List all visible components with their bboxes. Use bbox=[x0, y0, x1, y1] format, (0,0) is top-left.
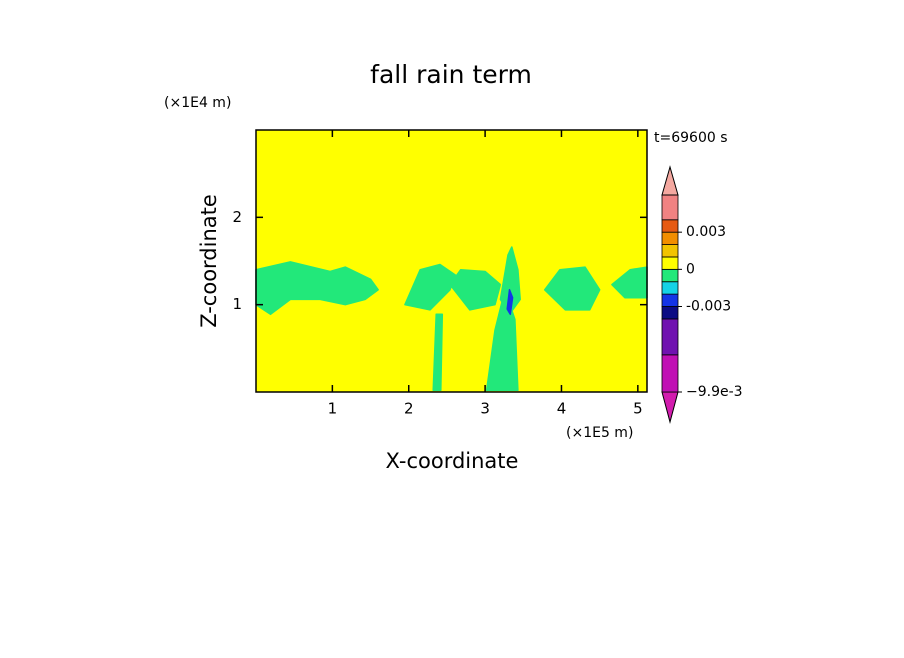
time-label: t=69600 s bbox=[654, 130, 728, 146]
colorbar-box bbox=[661, 219, 679, 233]
contour-region bbox=[506, 289, 514, 316]
field-background bbox=[256, 130, 647, 392]
contour-region bbox=[255, 261, 379, 316]
x-scale-label: (×1E5 m) bbox=[566, 425, 633, 441]
plot-frame bbox=[255, 129, 648, 393]
colorbar-tick-label: -0.003 bbox=[686, 299, 731, 315]
x-axis-label: X-coordinate bbox=[386, 449, 519, 473]
x-tick-label: 4 bbox=[557, 400, 567, 418]
colorbar-box bbox=[661, 293, 679, 307]
x-tick-label: 1 bbox=[328, 400, 338, 418]
colorbar-box bbox=[661, 318, 679, 356]
colorbar-box bbox=[661, 194, 679, 221]
colorbar-box bbox=[661, 281, 679, 295]
colorbar-box bbox=[661, 268, 679, 283]
x-tick-label: 2 bbox=[404, 400, 414, 418]
chart-title: fall rain term bbox=[370, 60, 532, 89]
colorbar-tick-label: 0 bbox=[686, 261, 695, 277]
contour-region bbox=[404, 263, 457, 311]
x-tick-label: 3 bbox=[480, 400, 490, 418]
colorbar-box bbox=[661, 306, 679, 320]
colorbar-box bbox=[661, 256, 679, 270]
x-tick-label: 5 bbox=[633, 400, 643, 418]
colorbar-upper-triangle bbox=[661, 165, 679, 196]
colorbar-box bbox=[661, 231, 679, 245]
contour-region bbox=[432, 313, 444, 392]
y-scale-label: (×1E4 m) bbox=[164, 95, 231, 111]
colorbar-box bbox=[661, 354, 679, 393]
contour-region bbox=[543, 266, 601, 311]
colorbar-box bbox=[661, 244, 679, 258]
y-tick-label: 1 bbox=[232, 295, 242, 313]
colorbar-lower-triangle bbox=[661, 391, 679, 424]
contour-region bbox=[449, 268, 502, 311]
colorbar-tick-label: 0.003 bbox=[686, 224, 726, 240]
y-axis-label: Z-coordinate bbox=[197, 194, 221, 328]
y-tick-label: 2 bbox=[232, 208, 242, 226]
colorbar-tick-label: −9.9e-3 bbox=[686, 384, 743, 400]
